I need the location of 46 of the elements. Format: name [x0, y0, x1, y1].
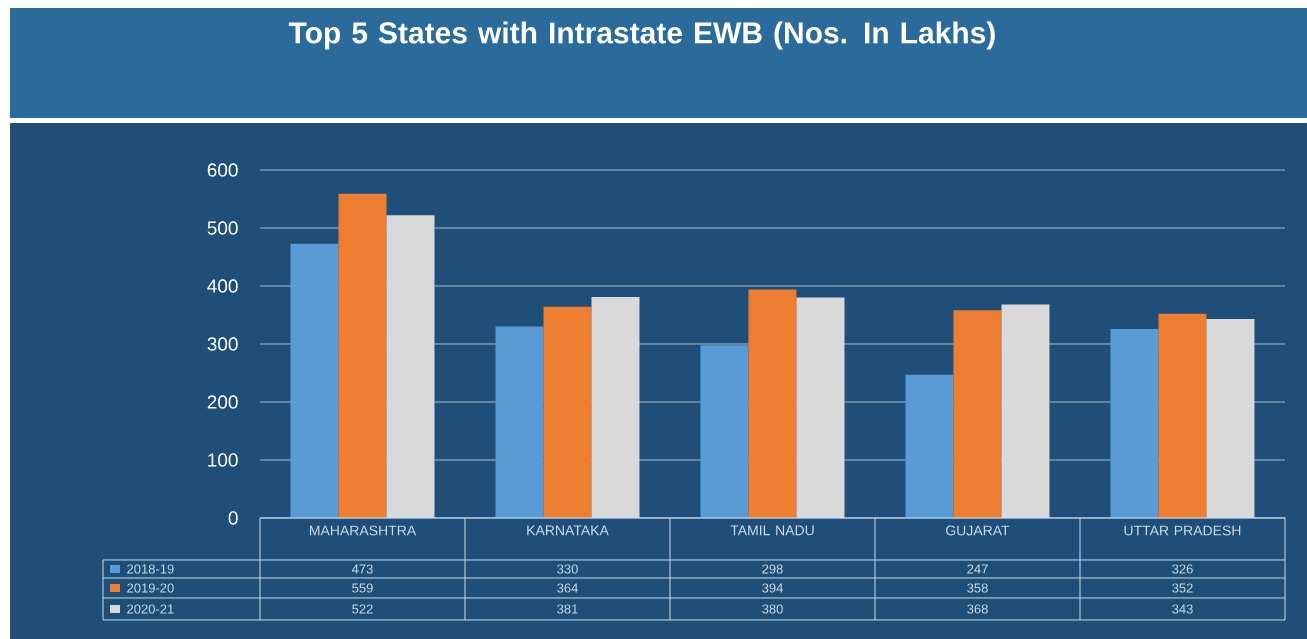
bar: [543, 306, 592, 518]
y-tick-label: 200: [207, 395, 238, 409]
data-label: 330: [557, 564, 578, 574]
data-label: 473: [351, 564, 373, 574]
y-tick-label: 100: [208, 453, 238, 467]
data-label: 559: [352, 583, 373, 593]
bar: [796, 297, 845, 518]
bar: [700, 345, 749, 518]
bar: [1206, 319, 1255, 518]
bar: [1001, 304, 1050, 518]
data-label: 394: [762, 583, 783, 593]
x-tick-label: UTTAR PRADESH: [1124, 525, 1241, 536]
bar: [386, 215, 435, 518]
data-label: 380: [762, 604, 783, 614]
x-tick-label: TAMIL NADU: [730, 525, 814, 536]
bar: [905, 374, 954, 518]
y-tick-label: 600: [207, 163, 238, 177]
x-tick-label: GUJARAT: [946, 525, 1010, 536]
x-tick-label: KARNATAKA: [527, 525, 609, 536]
data-label: 381: [557, 604, 578, 614]
legend-label: 2019-20: [127, 583, 174, 593]
data-label: 298: [762, 564, 783, 574]
data-label: 522: [352, 604, 373, 614]
legend-label: 2020-21: [127, 604, 174, 614]
legend-label: 2018-19: [127, 564, 174, 574]
data-label: 326: [1172, 564, 1193, 574]
bar: [591, 297, 640, 518]
bar: [748, 289, 797, 518]
data-label: 343: [1172, 604, 1193, 614]
chart-title: Top 5 States with Intrastate EWB (Nos. In Lakhs): [288, 21, 995, 50]
bar: [338, 193, 387, 518]
bar: [1158, 313, 1207, 518]
data-label: 247: [967, 564, 988, 574]
data-label: 368: [967, 604, 988, 614]
x-tick-label: MAHARASHTRA: [309, 525, 417, 536]
y-tick-label: 0: [228, 511, 238, 525]
y-tick-label: 400: [207, 279, 238, 293]
bar: [1110, 328, 1159, 518]
y-tick-label: 500: [207, 221, 238, 235]
bar: [495, 326, 544, 518]
bar: [290, 243, 339, 518]
y-tick-label: 300: [207, 337, 238, 351]
bar: [953, 310, 1002, 518]
data-label: 358: [967, 583, 988, 593]
data-label: 352: [1172, 583, 1193, 593]
data-label: 364: [557, 583, 578, 593]
